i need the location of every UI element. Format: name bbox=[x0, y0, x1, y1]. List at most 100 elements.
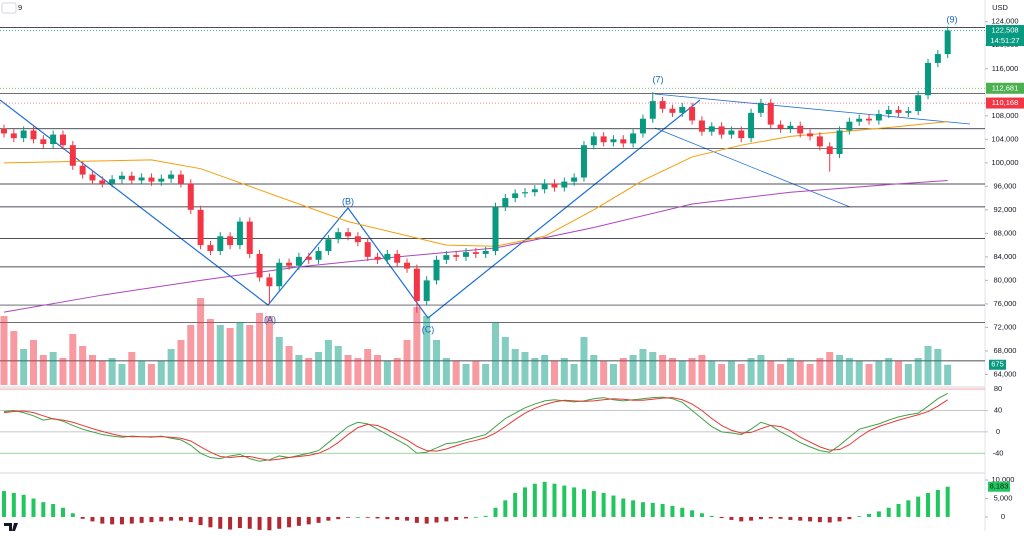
volume-bar bbox=[393, 358, 401, 385]
hist-bar bbox=[926, 492, 931, 517]
volume-bar bbox=[69, 334, 77, 385]
y-tick-label: 64,000 bbox=[994, 369, 1017, 378]
candle-body bbox=[423, 280, 430, 301]
volume-bar bbox=[256, 313, 264, 385]
candle-body bbox=[895, 109, 902, 113]
hist-bar bbox=[346, 516, 351, 518]
candle-body bbox=[413, 268, 420, 301]
y-tick-label: 88,000 bbox=[994, 228, 1017, 237]
volume-tag bbox=[989, 359, 1006, 370]
y-tick-label: 108,000 bbox=[991, 111, 1018, 120]
volume-bar bbox=[374, 355, 382, 385]
candle-body bbox=[787, 125, 794, 129]
wave-trendline bbox=[0, 99, 701, 319]
y-tick-label: 104,000 bbox=[991, 134, 1018, 143]
volume-bar bbox=[747, 358, 755, 385]
y-tick-label: 68,000 bbox=[994, 346, 1017, 355]
volume-bar bbox=[98, 361, 106, 385]
hist-bar bbox=[414, 516, 419, 523]
hist-bar bbox=[729, 516, 734, 520]
volume-bar bbox=[600, 361, 608, 385]
osc-tick-label: 80 bbox=[994, 384, 1002, 393]
volume-bar bbox=[0, 316, 8, 385]
hist-bar bbox=[483, 515, 488, 517]
hist-bar bbox=[935, 489, 940, 517]
candle-body bbox=[571, 177, 578, 182]
hist-bar bbox=[90, 516, 95, 522]
candle-body bbox=[118, 175, 125, 180]
hist-bar bbox=[670, 505, 675, 517]
hist-bar bbox=[296, 516, 301, 526]
hist-bar bbox=[660, 504, 665, 517]
hist-bar bbox=[169, 516, 174, 521]
volume-bar bbox=[708, 361, 716, 385]
hist-bar bbox=[916, 496, 921, 517]
hist-bar bbox=[758, 516, 763, 520]
volume-bar bbox=[295, 355, 303, 385]
hist-bar bbox=[906, 500, 911, 517]
hist-bar bbox=[827, 516, 832, 523]
hist-bar bbox=[51, 504, 56, 517]
candle-body bbox=[40, 139, 47, 145]
volume-bar bbox=[177, 340, 185, 385]
volume-bar bbox=[629, 355, 637, 385]
hist-bar bbox=[699, 513, 704, 517]
volume-bar bbox=[550, 361, 558, 385]
hist-bar bbox=[709, 515, 714, 517]
hist-bar bbox=[336, 516, 341, 520]
volume-bar bbox=[885, 358, 893, 385]
volume-bar bbox=[433, 340, 441, 385]
candle-body bbox=[934, 54, 941, 63]
hist-bar bbox=[129, 516, 134, 524]
volume-tag-label: 675 bbox=[991, 360, 1004, 369]
candle-body bbox=[698, 120, 705, 132]
volume-bar bbox=[246, 325, 254, 385]
volume-bar bbox=[20, 349, 28, 385]
candle-body bbox=[256, 253, 263, 278]
hist-bar bbox=[945, 486, 950, 517]
volume-bar bbox=[364, 349, 372, 385]
candle-body bbox=[659, 101, 666, 109]
candle-body bbox=[443, 255, 450, 260]
volume-bar bbox=[285, 346, 293, 385]
volume-bar bbox=[442, 358, 450, 385]
volume-bar bbox=[580, 337, 588, 385]
hist-bar bbox=[532, 483, 537, 517]
candle-body bbox=[885, 109, 892, 115]
y-tick-label: 76,000 bbox=[994, 299, 1017, 308]
candle-body bbox=[197, 209, 204, 246]
volume-bar bbox=[727, 361, 735, 385]
candle-body bbox=[748, 112, 755, 139]
hist-bar bbox=[247, 516, 252, 529]
hist-bar bbox=[208, 516, 213, 528]
hist-bar bbox=[896, 504, 901, 517]
volume-bar bbox=[236, 322, 244, 385]
hist-bar bbox=[473, 516, 478, 518]
hist-bar bbox=[218, 516, 223, 529]
candle-body bbox=[59, 134, 66, 146]
volume-bar bbox=[452, 361, 460, 385]
hist-bar bbox=[316, 516, 321, 523]
candle-body bbox=[561, 181, 568, 188]
volume-bar bbox=[875, 361, 883, 385]
volume-bar bbox=[187, 325, 195, 385]
candle-body bbox=[797, 125, 804, 134]
price-tag-label: 110,168 bbox=[992, 98, 1019, 107]
y-tick-label: 116,000 bbox=[992, 64, 1019, 73]
volume-bar bbox=[590, 355, 598, 385]
volume-bar bbox=[531, 358, 539, 385]
candle-body bbox=[10, 133, 17, 139]
price-tag bbox=[986, 82, 1024, 94]
volume-bar bbox=[108, 358, 116, 385]
volume-bar bbox=[354, 358, 362, 385]
volume-bar bbox=[167, 349, 175, 385]
trendlines bbox=[0, 93, 971, 319]
volume-bar bbox=[895, 361, 903, 385]
candle-body bbox=[728, 130, 735, 135]
volume-bar bbox=[570, 364, 578, 385]
candle-body bbox=[325, 239, 332, 251]
candle-body bbox=[472, 252, 479, 254]
candle-body bbox=[138, 177, 145, 181]
menu-button[interactable] bbox=[1, 2, 17, 14]
